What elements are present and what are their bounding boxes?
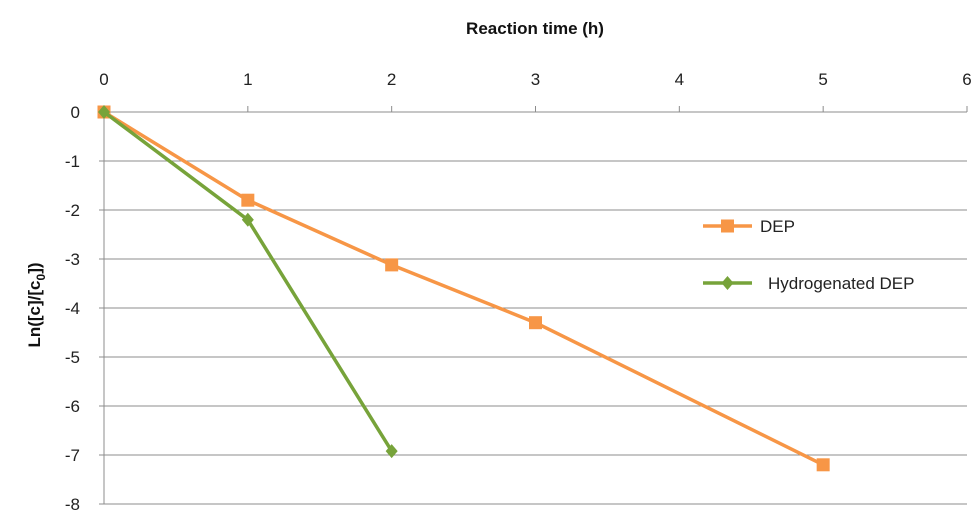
x-axis-title: Reaction time (h) [466,19,604,38]
series-line [103,110,824,467]
y-axis-title: Ln([c]/[c0]) [25,262,48,347]
y-axis-title-subscript: 0 [34,273,48,280]
data-point-diamond [241,212,254,227]
legend-label: DEP [760,217,795,236]
data-point-square [529,316,542,330]
x-tick-label: 3 [531,70,540,89]
legend: DEP Hydrogenated DEP [703,217,914,293]
y-axis-title-main: Ln([c]/[c [25,280,44,347]
data-point-square [385,258,399,272]
x-tick-label: 6 [962,70,971,89]
data-point-diamond [385,444,398,459]
axes: 0 -1 -2 -3 -4 -5 -6 -7 -8 0 1 2 3 4 5 6 [65,70,972,514]
y-tick-label: -4 [65,299,80,318]
y-axis-title-end: ]) [25,262,44,273]
series-dep [97,105,830,472]
x-tick-label: 5 [818,70,827,89]
y-tick-label: -7 [65,446,80,465]
series-layer [97,105,830,472]
data-point-square [816,458,830,472]
legend-item: DEP [703,217,795,236]
gridlines [104,111,967,505]
y-tick-label: -8 [65,495,80,514]
x-tick-label: 1 [243,70,252,89]
y-tick-label: -5 [65,348,80,367]
series-hydrogenated-dep [98,105,398,459]
series-line [102,110,394,453]
y-tick-label: -1 [65,152,80,171]
x-tick-label: 4 [675,70,684,89]
y-tick-label: -6 [65,397,80,416]
y-tick-label: -3 [65,250,80,269]
legend-marker-square [721,219,734,233]
data-point-square [241,193,255,207]
x-tick-label: 2 [387,70,396,89]
legend-label: Hydrogenated DEP [768,274,914,293]
y-tick-label: 0 [71,103,80,122]
y-tick-label: -2 [65,201,80,220]
x-tick-label: 0 [99,70,108,89]
legend-item: Hydrogenated DEP [703,274,914,293]
legend-marker-diamond [721,276,734,290]
data-point-diamond [98,105,110,119]
